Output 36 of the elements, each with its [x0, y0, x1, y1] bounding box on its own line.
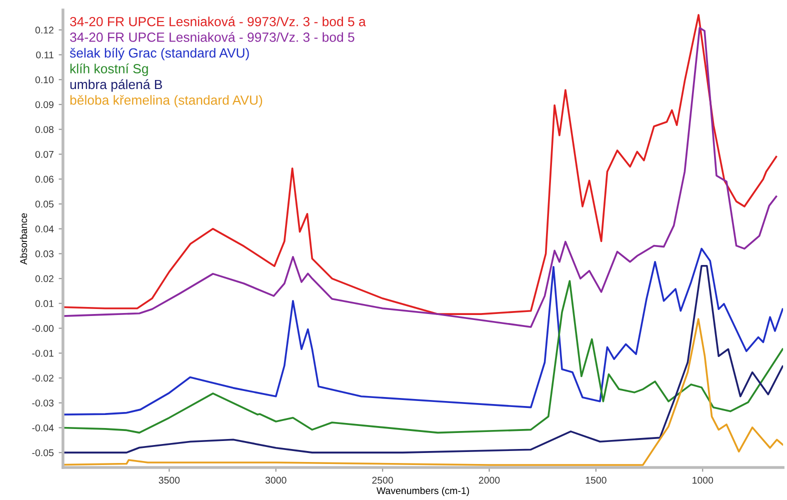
y-tick-label: -0.03: [32, 400, 54, 406]
x-tick-label: 1500: [586, 476, 606, 484]
y-tick-label: 0.04: [35, 226, 54, 232]
y-tick-label: -0.00: [32, 324, 54, 332]
x-tick-label: 3000: [265, 476, 286, 484]
y-tick-label: 0.03: [35, 250, 54, 258]
text: 34-20 FR UPCE Lesniaková - 9973/Vz. 3 - bod 5: [70, 32, 354, 42]
y-tick-label: -0.02: [32, 374, 54, 382]
y-tick-label: 0.09: [35, 101, 54, 108]
y-tick-label: 0.08: [35, 126, 54, 133]
y-tick-label: -0.05: [32, 449, 54, 456]
x-tick-label: 2000: [478, 476, 500, 484]
text: šelak bílý Grac (standard AVU): [70, 48, 249, 60]
text: 34-20 FR UPCE Lesniaková - 9973/Vz. 3 - bod 5 a: [70, 16, 366, 26]
x-tick-label: 1000: [692, 476, 714, 484]
y-tick-label: 0.11: [36, 51, 54, 58]
text: běloba křemelina (standard AVU): [70, 95, 262, 108]
line-series: [62, 264, 784, 454]
line-series: [62, 318, 784, 466]
x-tick-label: 3500: [158, 476, 180, 484]
y-tick-label: 0.05: [35, 200, 54, 208]
y-tick-label: 0.12: [35, 26, 54, 34]
y-tick-label: 0.07: [35, 150, 54, 158]
line-series: [62, 248, 784, 416]
y-axis-title: Absorbance: [20, 213, 28, 265]
text: umbra pálená B: [70, 79, 162, 92]
x-axis-title: Wavenumbers (cm-1): [376, 486, 469, 496]
x-tick-label: 2500: [372, 476, 394, 484]
y-tick-label: 0.06: [35, 176, 54, 183]
y-tick-label: 0.01: [35, 300, 54, 308]
line-series: [62, 280, 784, 434]
y-tick-label: -0.04: [32, 424, 54, 432]
y-tick-label: -0.01: [32, 350, 54, 357]
text: klíh kostní Sg: [70, 64, 148, 76]
y-tick-label: 0.02: [35, 275, 54, 282]
y-tick-label: 0.10: [35, 76, 54, 84]
